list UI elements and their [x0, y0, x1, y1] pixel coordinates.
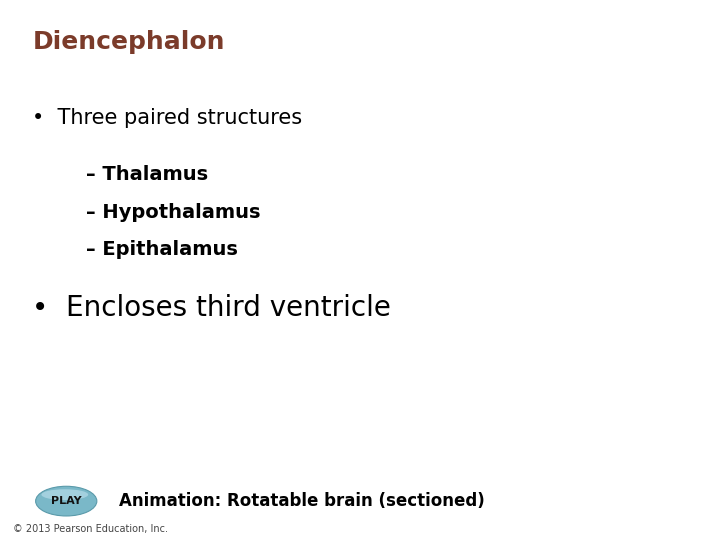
Text: © 2013 Pearson Education, Inc.: © 2013 Pearson Education, Inc.	[13, 523, 168, 534]
Text: •  Encloses third ventricle: • Encloses third ventricle	[32, 294, 391, 322]
Text: – Epithalamus: – Epithalamus	[86, 240, 238, 259]
Text: – Hypothalamus: – Hypothalamus	[86, 202, 261, 221]
Text: Animation: Rotatable brain (sectioned): Animation: Rotatable brain (sectioned)	[119, 492, 485, 510]
Text: Diencephalon: Diencephalon	[32, 30, 225, 53]
Text: PLAY: PLAY	[51, 496, 81, 506]
Ellipse shape	[35, 486, 96, 516]
Text: •  Three paired structures: • Three paired structures	[32, 108, 302, 128]
Ellipse shape	[41, 489, 89, 500]
Text: – Thalamus: – Thalamus	[86, 165, 209, 184]
